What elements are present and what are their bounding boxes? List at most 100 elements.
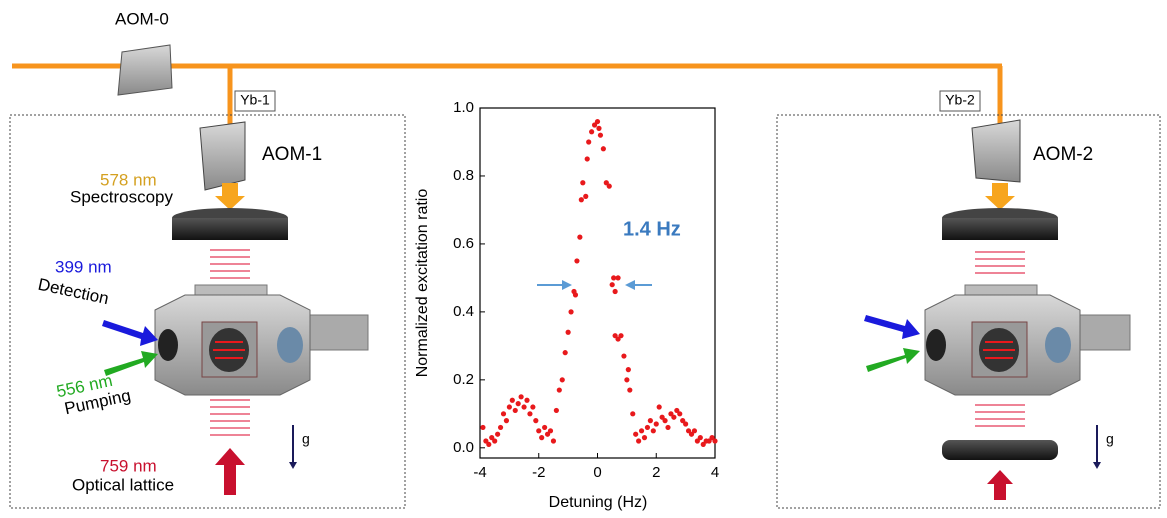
- data-point: [700, 441, 706, 448]
- data-point: [712, 438, 718, 444]
- data-point: [568, 309, 574, 315]
- data-point: [612, 333, 618, 339]
- data-point: [497, 424, 504, 431]
- x-tick-label: 4: [711, 464, 719, 481]
- data-point: [509, 397, 515, 403]
- det-arrow-right: [864, 315, 920, 339]
- data-point: [630, 411, 636, 417]
- x-tick-label: 2: [652, 464, 660, 481]
- data-point: [709, 435, 715, 441]
- data-point: [612, 288, 618, 295]
- pump-arrow: [104, 351, 158, 376]
- x-tick-label: -4: [473, 464, 486, 481]
- lens-top-body: [172, 218, 288, 240]
- data-point: [688, 431, 695, 437]
- data-point: [580, 180, 586, 186]
- data-point: [627, 387, 633, 393]
- lens-right-top-body: [942, 218, 1058, 240]
- spec-arrow: [215, 183, 245, 210]
- aom2-label: AOM-2: [1033, 144, 1093, 165]
- vacuum-chamber: [154, 284, 369, 396]
- gravity-right: g: [1106, 431, 1114, 447]
- gravity-left: g: [302, 431, 310, 447]
- data-point: [562, 350, 568, 356]
- gravity-arrowhead-right: [1093, 462, 1101, 469]
- y-tick-label: 1.0: [453, 99, 474, 116]
- fwhm-arrowhead-right: [625, 280, 635, 290]
- y-tick-label: 0.4: [453, 303, 474, 320]
- lattice-beam: [210, 249, 250, 436]
- lattice-beam-right: [975, 251, 1025, 427]
- data-point: [621, 353, 627, 359]
- yb2-label: Yb-2: [945, 92, 975, 108]
- aom1-label: AOM-1: [262, 144, 322, 165]
- data-point: [486, 441, 492, 448]
- data-point: [589, 129, 595, 135]
- data-point: [524, 397, 530, 403]
- data-point: [668, 411, 674, 417]
- panel-left: [9, 114, 406, 509]
- data-point: [586, 139, 592, 145]
- data-point: [480, 424, 486, 431]
- data-point: [583, 193, 589, 199]
- data-point: [572, 292, 579, 298]
- data-point: [577, 234, 583, 240]
- data-point: [697, 435, 703, 441]
- data-point: [625, 367, 631, 373]
- laser-beams: [12, 63, 1003, 130]
- data-point: [594, 118, 601, 125]
- vacuum-chamber-right: [924, 284, 1131, 396]
- data-point: [650, 428, 656, 434]
- data-point: [503, 418, 510, 424]
- data-point: [653, 421, 659, 427]
- data-point: [536, 428, 542, 434]
- data-point: [542, 424, 548, 431]
- y-tick-label: 0.0: [453, 439, 474, 456]
- spec-wavelength: 578 nm: [100, 170, 157, 189]
- data-point: [665, 424, 671, 431]
- fwhm-arrowhead-left: [562, 280, 572, 290]
- aom1-device: [199, 121, 246, 191]
- det-label: Detection: [36, 275, 110, 309]
- data-point: [603, 180, 609, 186]
- data-point: [706, 438, 712, 444]
- data-point: [596, 125, 602, 131]
- data-point: [483, 438, 489, 444]
- aom2-device: [971, 119, 1021, 183]
- data-point: [683, 421, 689, 427]
- data-point: [591, 122, 598, 128]
- data-point: [574, 258, 580, 264]
- y-tick-label: 0.6: [453, 235, 474, 252]
- det-arrow: [102, 320, 158, 346]
- data-point: [489, 435, 495, 441]
- aom0-label: AOM-0: [115, 9, 169, 28]
- y-axis-title: Normalized excitation ratio: [414, 189, 431, 378]
- lattice-wavelength: 759 nm: [100, 456, 157, 475]
- data-point: [518, 394, 524, 400]
- data-point: [659, 414, 665, 420]
- pump-arrow-right: [866, 348, 920, 372]
- data-point: [615, 275, 621, 281]
- data-point: [691, 428, 698, 434]
- data-point: [611, 275, 617, 281]
- data-point: [609, 282, 615, 288]
- data-point: [559, 377, 565, 383]
- gravity-arrowhead: [289, 462, 297, 469]
- lattice-arrow-right: [987, 470, 1013, 500]
- data-point: [584, 156, 590, 162]
- spec-label: Spectroscopy: [70, 187, 173, 206]
- data-point: [606, 183, 612, 189]
- data-point: [618, 333, 624, 339]
- data-point: [495, 431, 501, 437]
- y-tick-label: 0.8: [453, 167, 474, 184]
- aom0-device: [117, 44, 173, 96]
- data-point: [553, 407, 559, 414]
- data-point: [644, 424, 651, 431]
- data-point: [547, 428, 554, 434]
- data-point: [633, 431, 639, 437]
- data-point: [550, 438, 557, 444]
- data-point: [638, 428, 645, 434]
- data-point: [492, 438, 498, 444]
- data-point: [539, 435, 545, 441]
- data-point: [515, 401, 521, 407]
